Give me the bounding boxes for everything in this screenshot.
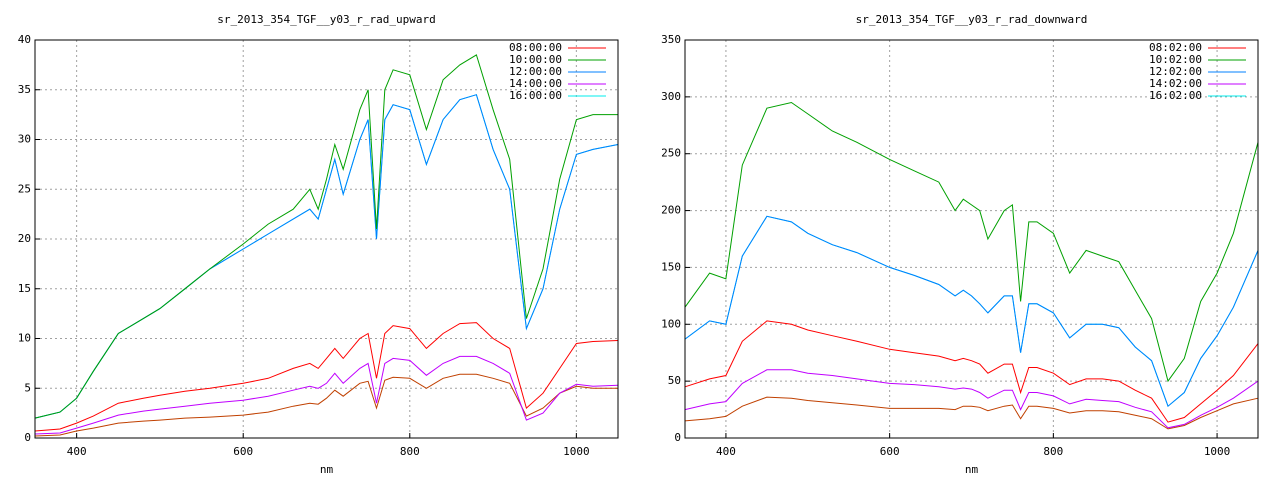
data-line [684, 369, 1259, 429]
legend-label: 08:02:00 [1149, 41, 1202, 54]
chart-title: sr_2013_354_TGF__y03_r_rad_downward [856, 13, 1088, 26]
x-tick-label: 400 [716, 445, 736, 458]
y-tick-label: 200 [661, 204, 681, 217]
x-tick-label: 800 [400, 445, 420, 458]
legend-label: 12:02:00 [1149, 65, 1202, 78]
x-tick-label: 600 [233, 445, 253, 458]
y-tick-label: 0 [24, 431, 31, 444]
data-line [34, 355, 619, 435]
x-tick-label: 1000 [1204, 445, 1231, 458]
legend-label: 16:02:00 [1149, 89, 1202, 102]
legend-label: 12:00:00 [509, 65, 562, 78]
data-line [34, 322, 619, 432]
data-line [34, 373, 618, 437]
x-tick-label: 800 [1043, 445, 1063, 458]
y-tick-label: 15 [18, 282, 31, 295]
y-tick-label: 250 [661, 147, 681, 160]
plot-frame [34, 39, 619, 439]
data-line [684, 101, 1259, 383]
plot-frame [684, 39, 1259, 439]
y-tick-label: 40 [18, 33, 31, 46]
legend-label: 08:00:00 [509, 41, 562, 54]
data-line [684, 215, 1259, 408]
y-tick-label: 10 [18, 332, 31, 345]
data-line [34, 94, 619, 419]
y-tick-label: 50 [668, 374, 681, 387]
x-tick-label: 600 [880, 445, 900, 458]
legend-label: 10:00:00 [509, 53, 562, 66]
y-tick-label: 20 [18, 232, 31, 245]
legend-label: 14:00:00 [509, 77, 562, 90]
y-tick-label: 35 [18, 83, 31, 96]
x-tick-label: 400 [67, 445, 87, 458]
legend-label: 10:02:00 [1149, 53, 1202, 66]
data-line [684, 215, 1259, 408]
y-tick-label: 100 [661, 317, 681, 330]
y-tick-label: 30 [18, 133, 31, 146]
chart-title: sr_2013_354_TGF__y03_r_rad_upward [217, 13, 436, 26]
legend-label: 14:02:00 [1149, 77, 1202, 90]
legend-label: 16:00:00 [509, 89, 562, 102]
data-line [34, 94, 619, 419]
data-line [684, 320, 1259, 423]
data-line [34, 54, 618, 419]
x-axis-label: nm [320, 463, 334, 476]
y-tick-label: 150 [661, 260, 681, 273]
x-tick-label: 1000 [563, 445, 590, 458]
data-line [684, 396, 1259, 430]
y-tick-label: 300 [661, 90, 681, 103]
y-tick-label: 5 [24, 381, 31, 394]
y-tick-label: 25 [18, 182, 31, 195]
x-axis-label: nm [965, 463, 979, 476]
y-tick-label: 0 [674, 431, 681, 444]
y-tick-label: 350 [661, 33, 681, 46]
